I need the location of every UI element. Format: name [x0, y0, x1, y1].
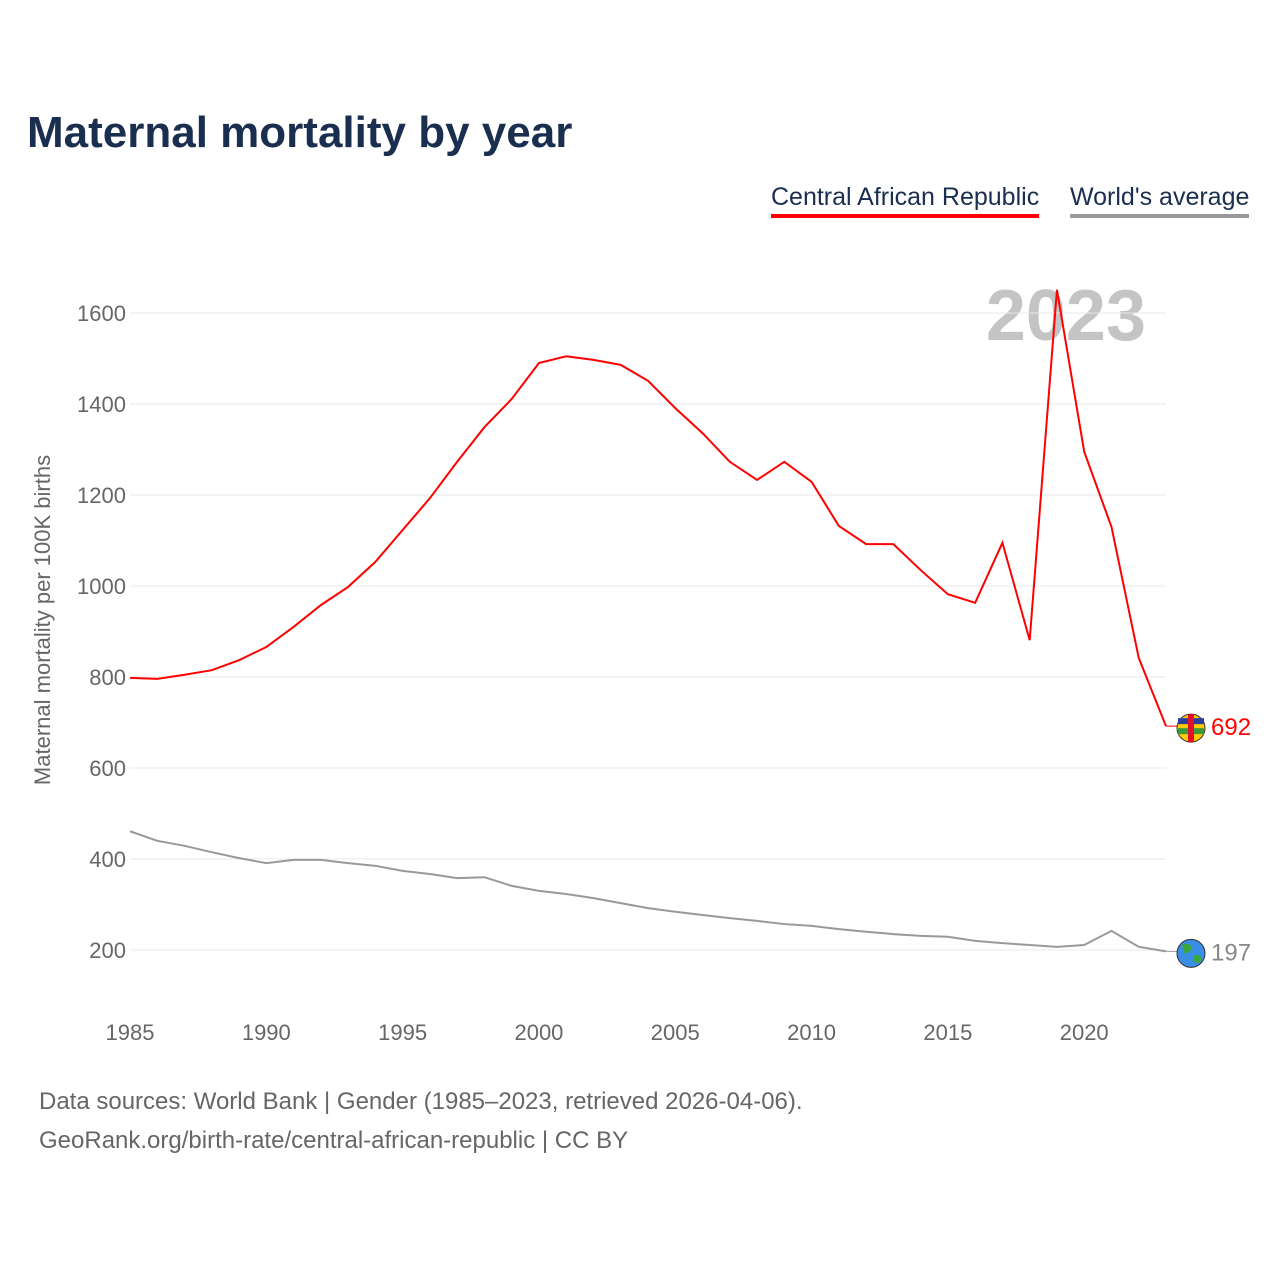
x-tick-label: 2000 [514, 1020, 563, 1045]
x-tick-label: 2015 [923, 1020, 972, 1045]
chart-title: Maternal mortality by year [27, 108, 573, 157]
legend-world-average[interactable]: World's average [1070, 183, 1250, 218]
end-value-label: 197 [1211, 939, 1251, 966]
x-tick-label: 1995 [378, 1020, 427, 1045]
x-tick-label: 1985 [106, 1020, 155, 1045]
globe-icon [1176, 938, 1206, 968]
x-tick-label: 2020 [1060, 1020, 1109, 1045]
y-tick-label: 1400 [77, 392, 126, 417]
globe-land [1182, 943, 1202, 963]
flag-stripe [1188, 714, 1194, 743]
y-tick-label: 200 [89, 938, 126, 963]
y-tick-label: 1600 [77, 301, 126, 326]
y-tick-label: 1000 [77, 574, 126, 599]
y-tick-label: 800 [89, 665, 126, 690]
y-tick-label: 1200 [77, 483, 126, 508]
x-tick-label: 2005 [651, 1020, 700, 1045]
y-tick-label: 600 [89, 756, 126, 781]
y-axis-label: Maternal mortality per 100K births [30, 455, 55, 785]
footer-sources: Data sources: World Bank | Gender (1985–… [39, 1088, 803, 1115]
series-line-world [129, 830, 1167, 953]
x-tick-label: 1990 [242, 1020, 291, 1045]
end-value-label: 692 [1211, 714, 1251, 741]
series-line-car [129, 289, 1167, 727]
x-tick-label: 2010 [787, 1020, 836, 1045]
legend-central-african-republic[interactable]: Central African Republic [771, 183, 1040, 218]
footer-link[interactable]: GeoRank.org/birth-rate/central-african-r… [39, 1127, 629, 1154]
y-tick-label: 400 [89, 847, 126, 872]
